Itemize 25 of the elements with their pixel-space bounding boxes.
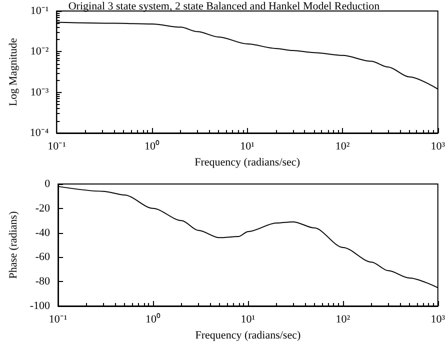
x-tick-label: 10² [336,314,351,326]
x-tick-label: 10² [335,140,350,152]
y-axis-title: Log Magnitude [8,38,20,106]
x-axis-title: Frequency (radians/sec) [194,156,300,168]
x-tick-label: 10³ [430,140,446,152]
y-tick-label: -100 [30,300,51,312]
y-tick-label: 10⁻¹ [30,5,49,17]
y-tick-label: -60 [35,251,51,264]
chart-title: Original 3 state system, 2 state Balanced and Hankel Model Reduction [68,0,380,12]
x-axis-title: Frequency (radians/sec) [195,330,301,342]
y-tick-label: 10⁻² [30,46,50,58]
y-tick-label: 10⁻⁴ [30,127,49,139]
x-tick-label: 10¹ [240,314,256,326]
y-tick-label: -80 [35,276,51,288]
x-tick-label: 10¹ [240,140,254,152]
x-tick-label: 10⁰ [146,312,161,326]
x-tick-label: 10⁻¹ [48,140,66,152]
x-tick-label: 10⁻¹ [48,314,68,326]
x-tick-label: 10³ [430,314,446,326]
y-tick-label: -20 [35,202,51,214]
y-tick-label: 0 [44,178,51,190]
y-axis-title: Phase (radians) [8,210,20,279]
y-tick-label: 10⁻³ [30,86,50,98]
y-tick-label: -40 [35,226,51,239]
x-tick-label: 10⁰ [144,140,160,152]
